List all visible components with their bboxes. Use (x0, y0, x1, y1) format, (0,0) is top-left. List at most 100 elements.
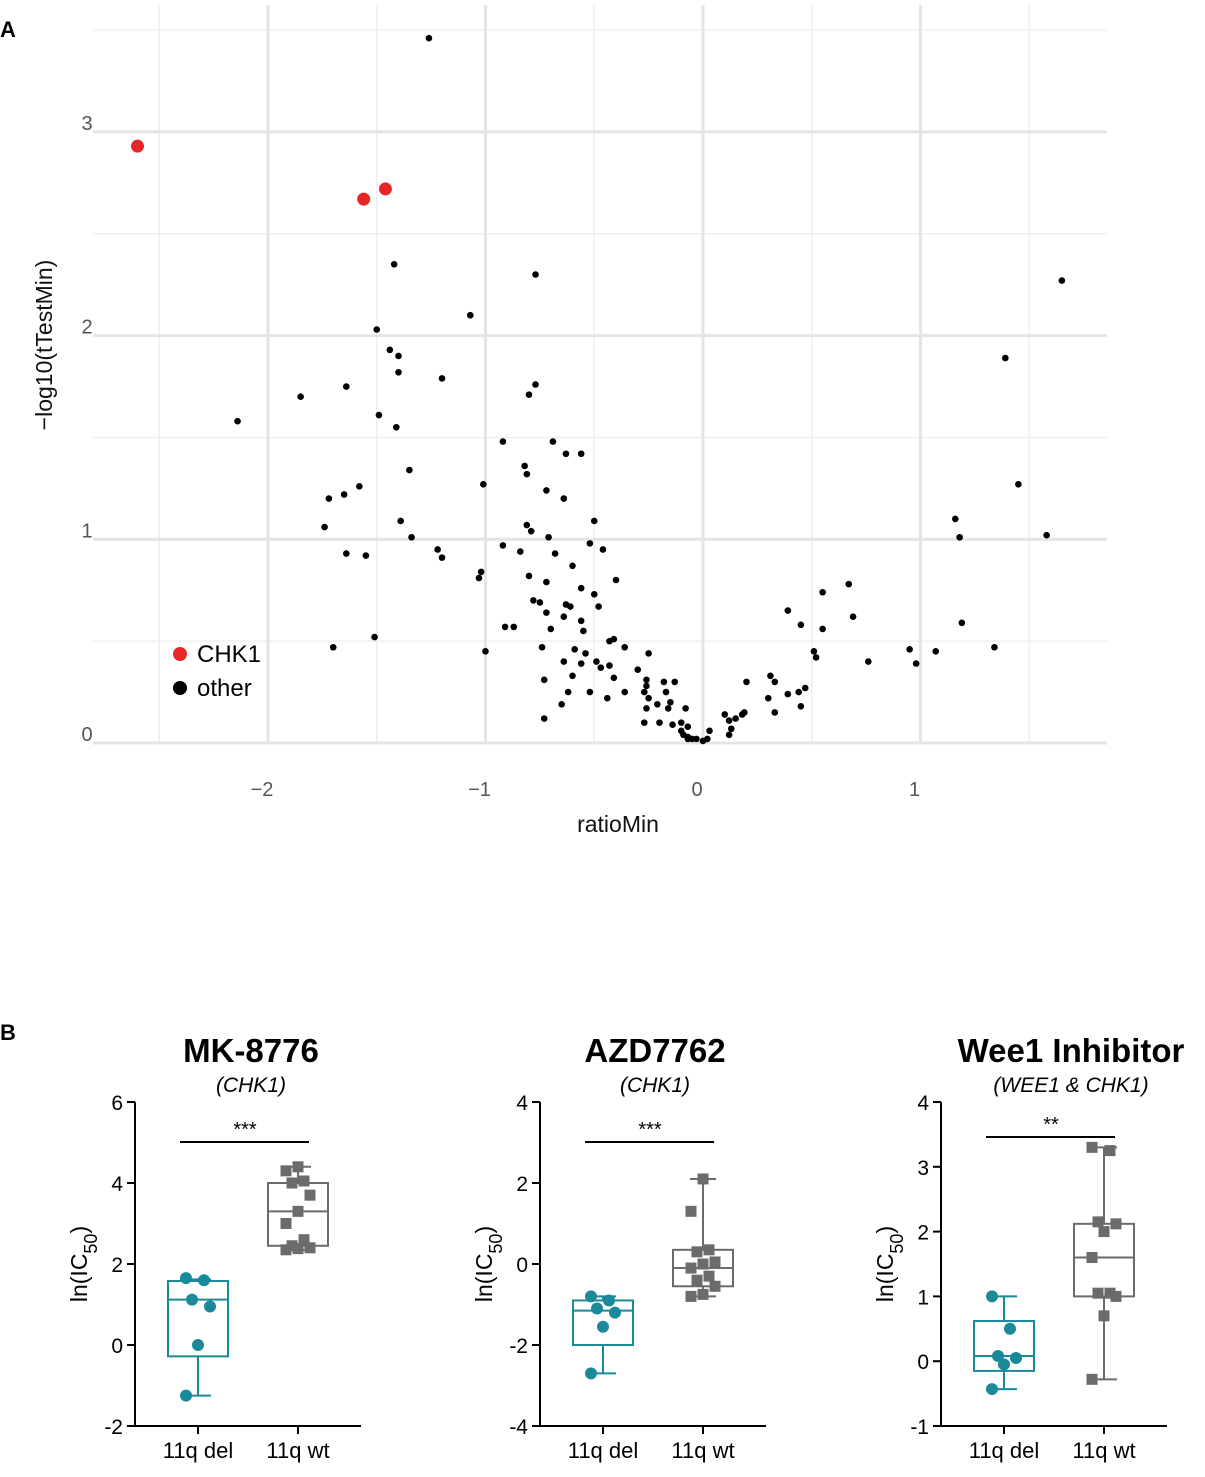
volcano-plot: −2 −1 0 1 0 1 2 3 ratioMin −log10(tTestMin) CHK1 ot… (31, 5, 1107, 837)
data-point-other (540, 676, 548, 684)
data-point-chk1 (131, 139, 144, 153)
data-point-other (610, 674, 618, 682)
data-point-other (640, 688, 648, 696)
chart-subtitle: (WEE1 & CHK1) (993, 1074, 1148, 1097)
x-category-label: 11q wt (1072, 1438, 1135, 1463)
data-point-other (725, 717, 733, 724)
data-point-other (362, 552, 370, 559)
data-point-11q-del (204, 1300, 216, 1313)
data-point-11q-wt (709, 1256, 721, 1268)
data-point-other (706, 727, 713, 735)
y-tick-label: -1 (910, 1416, 929, 1439)
data-point-other (693, 735, 700, 743)
data-point-11q-wt (1086, 1141, 1098, 1153)
y-tick-label: 2 (111, 1254, 123, 1277)
legend-label-chk1: CHK1 (197, 641, 261, 668)
data-point-other (912, 660, 920, 667)
data-point-other (640, 719, 648, 726)
data-point-11q-del (591, 1302, 603, 1315)
data-point-11q-wt (292, 1205, 304, 1217)
data-point-other (654, 700, 661, 708)
data-point-other (373, 326, 381, 333)
data-point-11q-del (585, 1367, 597, 1380)
x-category-label: 11q del (969, 1438, 1040, 1463)
panel-a-label: A (0, 17, 16, 42)
data-point-11q-del (180, 1389, 192, 1402)
x-tick-label: −1 (468, 779, 491, 801)
data-point-chk1 (378, 182, 392, 196)
data-point-other (819, 625, 826, 633)
data-point-other (656, 719, 663, 726)
x-tick-label: 1 (909, 779, 920, 801)
data-point-other (395, 368, 402, 376)
data-point-other (956, 533, 963, 541)
data-point-other (325, 495, 333, 502)
significance-label: *** (638, 1119, 662, 1141)
data-point-other (1043, 531, 1050, 539)
data-point-11q-wt (298, 1234, 310, 1246)
data-point-other (743, 678, 750, 686)
data-point-other (390, 261, 398, 268)
data-point-other (845, 580, 853, 588)
y-axis-label: −log10(tTestMin) (31, 260, 57, 431)
data-point-11q-del (1010, 1351, 1022, 1364)
data-point-other (343, 550, 350, 557)
data-point-11q-del (992, 1350, 1004, 1363)
data-point-other (767, 672, 774, 680)
y-tick-label: 3 (81, 113, 92, 135)
data-point-other (297, 393, 304, 401)
data-point-11q-wt (304, 1242, 316, 1254)
data-point-other (795, 688, 802, 696)
data-point-11q-del (597, 1320, 609, 1333)
chart-title: MK-8776 (183, 1032, 319, 1069)
y-axis-label: ln(IC50) (66, 1226, 101, 1302)
data-point-other (521, 462, 528, 470)
data-point-11q-del (986, 1290, 998, 1303)
data-point-other (952, 515, 959, 523)
data-point-other (466, 311, 474, 319)
data-point-other (558, 700, 565, 708)
data-point-11q-wt (685, 1262, 697, 1274)
data-point-other (667, 698, 674, 706)
data-point-other (643, 682, 650, 690)
data-point-other (801, 684, 809, 692)
data-point-other (540, 715, 548, 722)
data-point-other (547, 625, 555, 633)
data-point-other (538, 643, 546, 651)
data-point-other (684, 735, 692, 743)
data-point-other (425, 34, 433, 42)
data-point-11q-wt (1098, 1226, 1110, 1238)
data-point-other (499, 438, 507, 445)
data-point-other (397, 517, 404, 525)
data-point-11q-wt (709, 1280, 721, 1292)
data-point-other (477, 568, 485, 576)
data-point-11q-del (1004, 1322, 1016, 1335)
data-point-11q-wt (1092, 1216, 1104, 1228)
x-category-label: 11q del (568, 1438, 639, 1463)
data-point-11q-wt (691, 1274, 703, 1286)
data-point-other (784, 607, 792, 614)
data-point-other (586, 540, 594, 547)
data-point-11q-del (585, 1290, 597, 1303)
significance-label: *** (233, 1119, 257, 1141)
data-point-other (525, 572, 533, 580)
data-point-chk1 (357, 192, 371, 206)
data-point-other (662, 688, 670, 696)
data-point-11q-wt (697, 1258, 709, 1270)
data-point-11q-wt (292, 1243, 304, 1255)
data-point-other (797, 621, 805, 629)
x-category-label: 11q wt (266, 1438, 329, 1463)
data-point-other (727, 725, 735, 733)
data-point-other (560, 658, 568, 665)
data-point-other (525, 391, 533, 398)
data-point-other (406, 466, 413, 474)
data-point-other (386, 346, 394, 354)
box-plot-mk8776: MK-8776 (CHK1) -2 0 2 4 6 ln(IC50) 11q del 11q wt… (66, 1032, 361, 1463)
y-tick-label: 0 (917, 1351, 929, 1374)
data-point-other (329, 643, 337, 651)
data-point-11q-wt (304, 1189, 316, 1201)
y-tick-label: 0 (516, 1254, 528, 1277)
data-point-other (645, 694, 652, 702)
data-point-other (438, 554, 446, 561)
data-point-other (849, 613, 857, 621)
